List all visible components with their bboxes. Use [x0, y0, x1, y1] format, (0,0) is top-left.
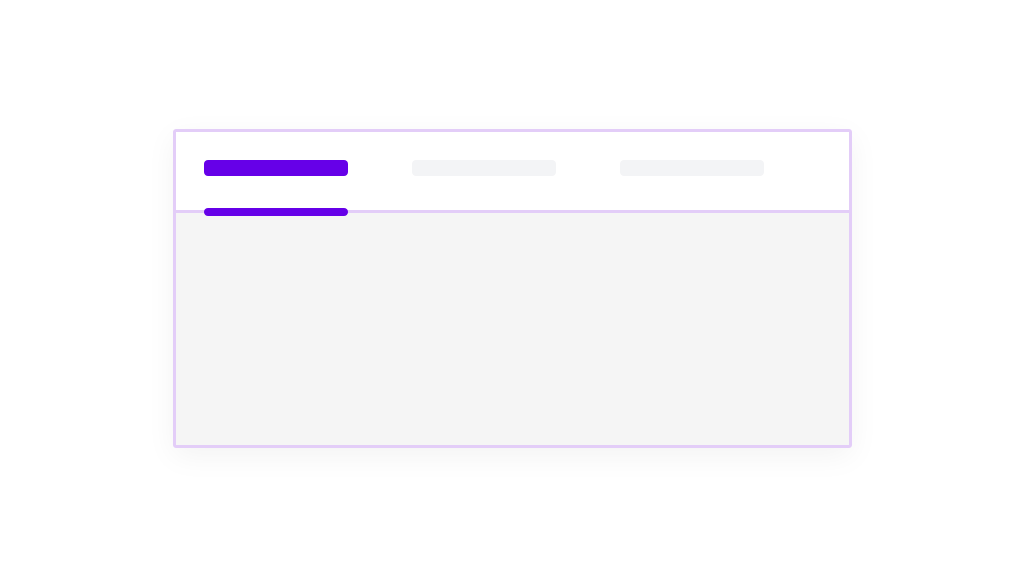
- active-tab-indicator: [204, 208, 348, 216]
- tab-1-active[interactable]: [204, 160, 348, 176]
- tabs-card: [173, 129, 852, 448]
- tab-content-panel: [176, 213, 849, 445]
- tab-2[interactable]: [412, 160, 556, 176]
- tab-3[interactable]: [620, 160, 764, 176]
- tab-bar: [176, 132, 849, 213]
